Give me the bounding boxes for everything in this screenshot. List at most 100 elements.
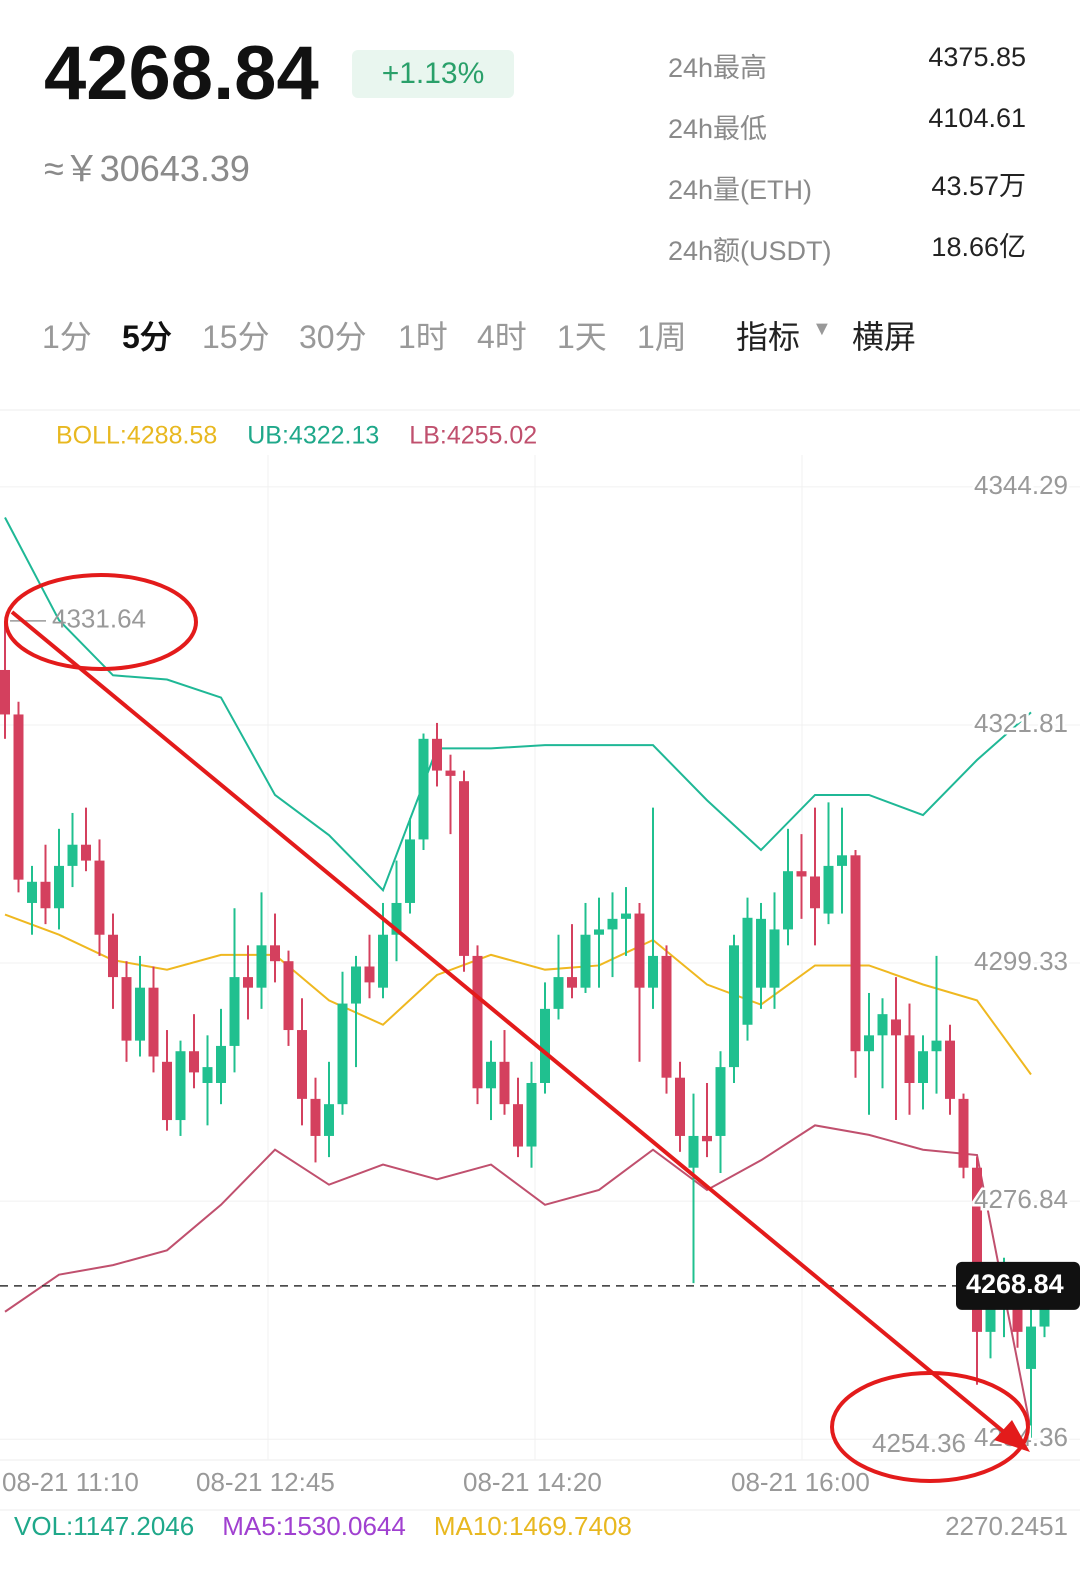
candle-body	[94, 860, 105, 935]
tab[interactable]: 1天	[557, 319, 607, 355]
candle-body	[972, 1167, 982, 1332]
candle-body	[499, 1061, 510, 1105]
candle-body	[823, 865, 834, 914]
candle-body	[13, 714, 24, 880]
indicator-label: UB:4322.13	[247, 422, 379, 450]
candle-body	[702, 1135, 712, 1142]
candle-body	[783, 871, 793, 930]
candle-body	[985, 1305, 996, 1332]
tab[interactable]: 15分	[202, 319, 270, 355]
dropdown-caret: ▼	[812, 318, 832, 340]
candle-body	[607, 918, 618, 930]
x-tick-label: 08-21 11:10	[2, 1467, 139, 1497]
candle-body	[472, 955, 483, 1089]
candle-body	[297, 1030, 307, 1099]
candle-body	[351, 966, 361, 1004]
tab[interactable]: 4时	[477, 319, 527, 355]
price: 4268.84	[44, 31, 319, 116]
candle-body	[229, 977, 240, 1046]
y-tick-label: 4299.33	[974, 946, 1068, 976]
boll-line	[4, 517, 1032, 893]
candle-body	[864, 1035, 874, 1052]
y-tick-label: 4321.81	[974, 708, 1068, 738]
candle-body	[621, 913, 631, 919]
volume-label: MA10:1469.7408	[434, 1511, 632, 1541]
candle-body	[742, 917, 753, 1025]
tab[interactable]: 5分	[122, 319, 172, 355]
candle-body	[175, 1051, 186, 1121]
tool[interactable]: 横屏	[852, 319, 917, 355]
candle-body	[432, 738, 442, 771]
candle-body	[243, 977, 253, 988]
stat-value: 4375.85	[928, 42, 1026, 72]
last-price-box	[956, 1261, 1080, 1310]
candle-body	[189, 1051, 199, 1073]
candle-body	[67, 844, 78, 866]
candle-body	[945, 1040, 955, 1099]
change-badge: +1.13%	[352, 50, 514, 98]
volume-label: MA5:1530.0644	[222, 1511, 406, 1541]
candle-body	[553, 977, 564, 1009]
candle-body	[918, 1051, 928, 1083]
candle-body	[1026, 1326, 1036, 1369]
candle-body	[850, 855, 861, 1052]
candle-body	[513, 1104, 523, 1147]
tab[interactable]: 1时	[398, 319, 448, 355]
stat-value: 18.66亿	[931, 232, 1026, 262]
candle-body	[378, 934, 388, 988]
candle-body	[634, 913, 645, 988]
boll-line	[4, 913, 1032, 1076]
stat-label: 24h额(USDT)	[668, 236, 832, 266]
candle-body	[688, 1135, 699, 1168]
candle-body	[162, 1061, 172, 1121]
candle-body	[675, 1077, 685, 1136]
candle-body	[904, 1035, 915, 1083]
candle-body	[1012, 1289, 1023, 1332]
candle-body	[877, 1014, 888, 1036]
candle-body	[931, 1040, 942, 1052]
candle-body	[283, 961, 294, 1031]
candle-body	[729, 945, 739, 1068]
tool[interactable]: 指标	[736, 319, 801, 355]
candle-body	[418, 738, 429, 840]
candle-body	[108, 934, 118, 978]
candle-body	[135, 987, 145, 1041]
x-tick-label: 08-21 14:20	[463, 1467, 602, 1497]
candle-body	[837, 855, 847, 866]
stat-label: 24h最低	[668, 114, 768, 144]
candle-body	[769, 929, 780, 988]
candle-body	[148, 987, 159, 1057]
tab[interactable]: 1分	[42, 319, 92, 355]
candle-body	[40, 881, 51, 909]
stat-label: 24h最高	[668, 53, 768, 83]
candle-body	[594, 929, 604, 935]
tab[interactable]: 30分	[299, 319, 367, 355]
indicator-label: LB:4255.02	[409, 422, 537, 450]
candle-body	[567, 977, 577, 988]
candle-body	[526, 1082, 537, 1147]
candle-body	[216, 1045, 226, 1083]
volume-max: 2270.2451	[945, 1511, 1068, 1541]
candle-body	[756, 918, 766, 988]
candle-body	[891, 1019, 901, 1036]
x-tick-label: 08-21 12:45	[196, 1467, 335, 1497]
cny-price: ≈￥30643.39	[44, 148, 250, 189]
tab[interactable]: 1周	[637, 319, 687, 355]
stat-label: 24h量(ETH)	[668, 175, 813, 205]
high-marker-label: 4331.64	[52, 604, 146, 634]
candle-body	[121, 977, 132, 1041]
candle-body	[540, 1008, 550, 1083]
candle-body	[256, 945, 267, 988]
candle-body	[958, 1098, 969, 1168]
candle-body	[0, 669, 10, 715]
candle-body	[445, 770, 456, 776]
y-tick-label: 4276.84	[974, 1184, 1068, 1214]
arrow	[10, 610, 1012, 1439]
candle-body	[486, 1061, 496, 1089]
candle-body	[27, 881, 37, 903]
candle-body	[648, 955, 658, 988]
circle	[4, 573, 198, 671]
candle-body	[405, 839, 415, 903]
